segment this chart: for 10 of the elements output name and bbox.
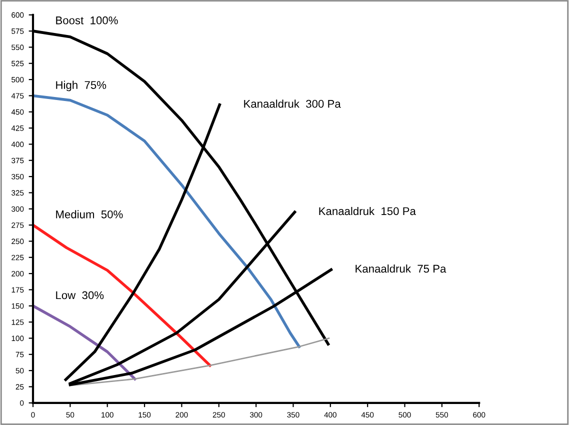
series-label: Medium 50% (56, 210, 123, 218)
series-label: Boost 100% (56, 16, 118, 24)
series-label: Low 30% (56, 291, 104, 300)
series-label: High 75% (56, 80, 106, 92)
text: Kanaaldruk 300 Pa (244, 100, 341, 108)
line-series (33, 94, 301, 348)
text: Kanaaldruk 75 Pa (356, 264, 446, 273)
text: Kanaaldruk 150 Pa (319, 206, 416, 216)
line-series (33, 304, 136, 380)
line-series (33, 224, 212, 367)
